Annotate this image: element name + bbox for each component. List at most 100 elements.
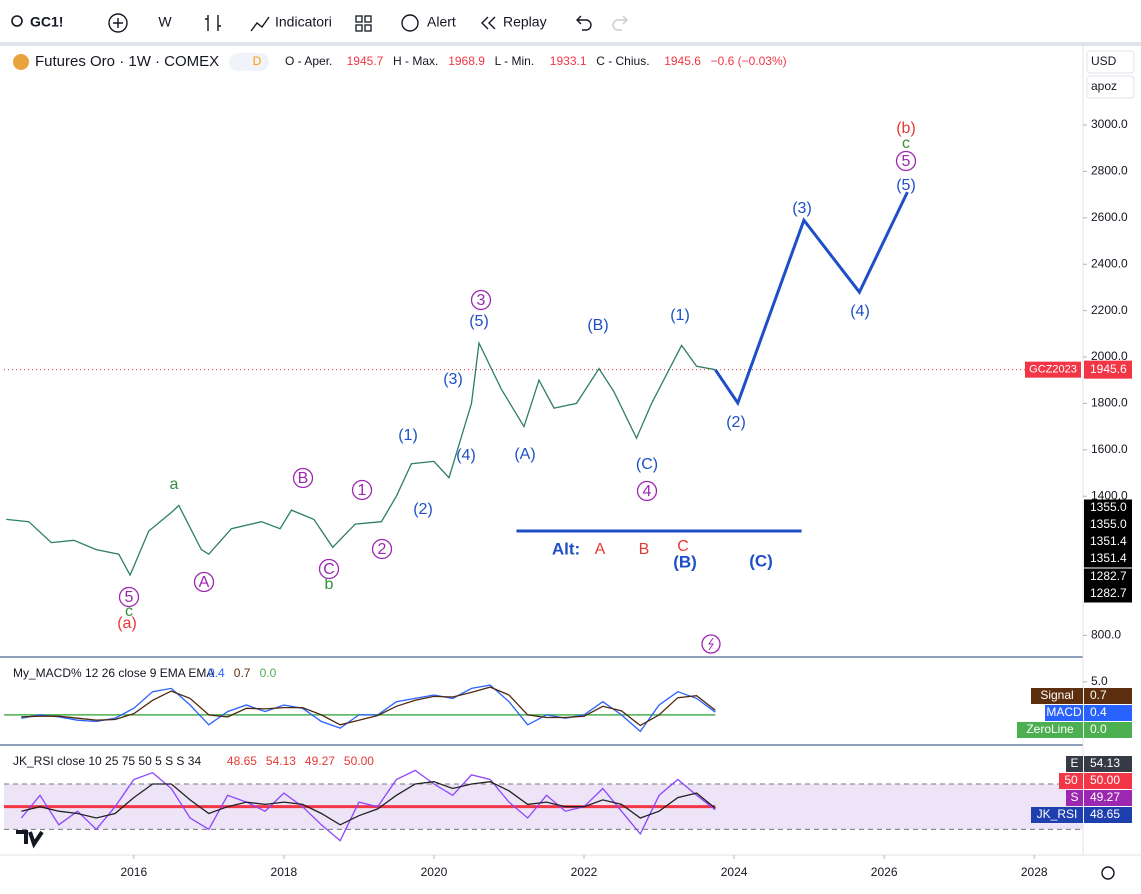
x-tick-label: 2024	[721, 865, 748, 879]
currency[interactable]: USD	[1091, 54, 1117, 68]
replay-icon[interactable]	[481, 16, 496, 30]
wave-label: (B)	[587, 317, 608, 334]
ohlc-value: 1968.9	[448, 54, 485, 68]
wave-label: (C)	[749, 551, 773, 570]
annotation-circle	[118, 586, 140, 608]
ohlc-value: 1945.7	[347, 54, 384, 68]
wave-label: (a)	[117, 615, 137, 632]
event-icon[interactable]	[701, 634, 721, 654]
annotation-circle	[193, 571, 215, 593]
price-label: 1282.7	[1090, 586, 1127, 600]
wave-label: (A)	[514, 446, 535, 463]
price-label: 1282.7	[1090, 569, 1127, 583]
ohlc-change: −0.6 (−0.03%)	[711, 54, 787, 68]
wave-label: (2)	[413, 501, 433, 518]
x-tick-label: 2020	[421, 865, 448, 879]
annotation-circle	[318, 558, 340, 580]
annotation-circle	[292, 467, 314, 489]
indicator-box	[1031, 688, 1083, 704]
wave-label: (1)	[670, 307, 690, 324]
add-symbol[interactable]	[108, 13, 128, 33]
y-tick-label: 1600.0	[1091, 442, 1128, 456]
symbol-badge-text: GCZ2023	[1029, 364, 1077, 376]
indicator-box	[1045, 705, 1083, 721]
indicator-box-name: ZeroLine	[1026, 722, 1074, 736]
indicators-icon[interactable]	[250, 16, 270, 32]
price-label: 1355.0	[1090, 500, 1127, 514]
indicator-value: 0.7	[234, 666, 251, 680]
series-line	[21, 686, 716, 727]
indicator-box	[1084, 756, 1132, 772]
settings-icon[interactable]	[1101, 866, 1115, 880]
redo[interactable]	[612, 15, 628, 31]
indicator-value: 0.4	[208, 666, 225, 680]
price-label: 1355.0	[1090, 517, 1127, 531]
wave-label: (4)	[456, 447, 476, 464]
wave-label: 5	[125, 589, 134, 606]
ohlc-legend: O - Aper. 1945.7 H - Max. 1968.9 L - Min. 193…	[285, 54, 787, 68]
series-line	[21, 781, 716, 826]
annotation-circle	[470, 289, 492, 311]
indicator-box-value: 48.65	[1090, 807, 1120, 821]
wave-label: C	[323, 561, 335, 578]
alert-icon[interactable]	[401, 14, 419, 32]
indicator-box	[1084, 790, 1132, 806]
wave-label: (3)	[443, 371, 463, 388]
toolbar	[0, 0, 1141, 44]
x-tick-label: 2016	[120, 865, 147, 879]
y-tick-label: 2200.0	[1091, 303, 1128, 317]
indicator-box	[1084, 773, 1132, 789]
y-tick-label: 1800.0	[1091, 396, 1128, 410]
x-tick-label: 2022	[571, 865, 598, 879]
wave-label: (C)	[636, 456, 658, 473]
indicator-value: 50.00	[344, 754, 374, 768]
wave-label: 3	[477, 292, 486, 309]
indicator-box-value: 49.27	[1090, 790, 1120, 804]
ohlc-value: 1945.6	[664, 54, 701, 68]
indicator-box	[1017, 722, 1083, 738]
wave-label: c	[902, 135, 910, 152]
wave-label: 4	[643, 483, 652, 500]
wave-label: a	[170, 476, 179, 493]
wave-label: (2)	[726, 414, 746, 431]
undo[interactable]	[576, 15, 592, 31]
badge: D	[253, 54, 262, 68]
symbol-logo	[13, 54, 29, 70]
wave-label: B	[639, 541, 650, 558]
interval[interactable]: W	[158, 14, 172, 30]
scale-box[interactable]	[1086, 75, 1135, 99]
alert-button[interactable]: Alert	[427, 14, 456, 30]
ohlc-label: H - Max.	[393, 54, 438, 68]
tv-logo	[16, 830, 44, 849]
price-label-box	[1084, 568, 1132, 586]
wave-label: C	[677, 538, 689, 555]
price-badge-text: 1945.6	[1090, 362, 1127, 376]
series-line	[6, 340, 716, 577]
currency-box[interactable]	[1086, 50, 1135, 74]
bar-style-icon[interactable]	[205, 15, 221, 31]
indicators-button[interactable]: Indicatori	[275, 14, 332, 30]
indicator-box	[1084, 722, 1132, 738]
wave-label: A	[595, 541, 606, 558]
y-tick-label: 2000.0	[1091, 349, 1128, 363]
wave-label: 1	[358, 482, 367, 499]
search-icon[interactable]	[11, 15, 23, 27]
wave-label: (3)	[792, 200, 812, 217]
wave-label: (5)	[896, 177, 916, 194]
wave-label: b	[325, 576, 334, 593]
scale-mode[interactable]: apoz	[1091, 79, 1117, 93]
indicator-box-name: S	[1070, 790, 1078, 804]
wave-label: 5	[902, 153, 911, 170]
y-tick-label: 2400.0	[1091, 256, 1128, 270]
ohlc-label: O - Aper.	[285, 54, 332, 68]
y-tick-label: 3000.0	[1091, 117, 1128, 131]
layout-icon[interactable]	[355, 15, 372, 32]
indicator-box-name: 50	[1064, 773, 1078, 787]
wave-label: B	[298, 470, 309, 487]
replay-button[interactable]: Replay	[503, 14, 547, 30]
symbol[interactable]: GC1!	[30, 14, 63, 30]
x-tick-label: 2028	[1021, 865, 1048, 879]
indicator-value: 49.27	[305, 754, 335, 768]
indicator-box	[1084, 807, 1132, 823]
